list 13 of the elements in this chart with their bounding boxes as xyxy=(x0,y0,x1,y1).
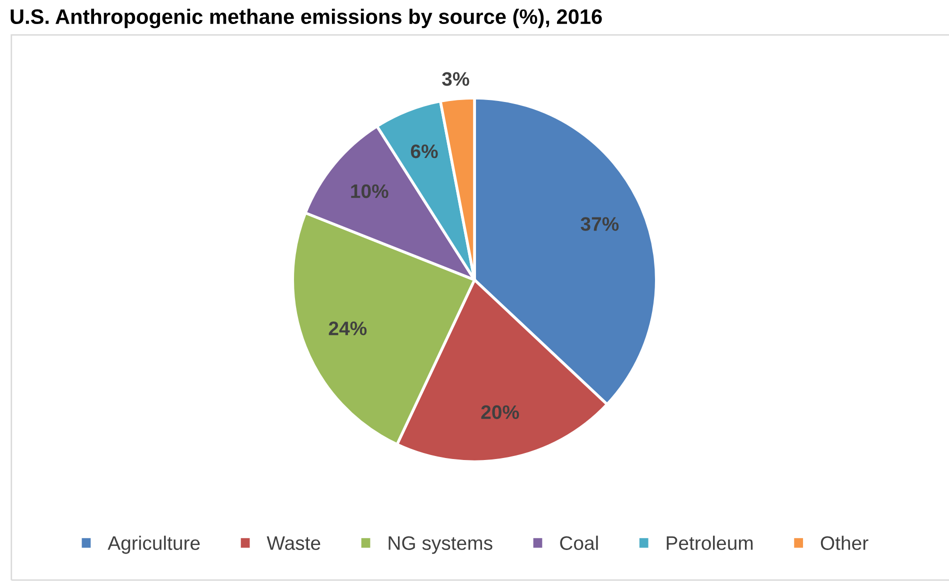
legend-label: Agriculture xyxy=(108,536,200,554)
legend-label: Coal xyxy=(560,536,598,550)
legend-label: Petroleum xyxy=(666,536,753,550)
legend-label: NG systems xyxy=(388,536,492,554)
legend-label: Waste xyxy=(266,536,320,550)
data-label: 37% xyxy=(580,217,619,231)
data-label: 20% xyxy=(481,405,520,420)
data-label: 10% xyxy=(351,184,388,198)
legend-label: Other xyxy=(820,536,868,550)
chart-title: U.S. Anthropogenic methane emissions by source (%), 2016 xyxy=(10,8,602,28)
data-label: 3% xyxy=(442,72,470,86)
data-label: 24% xyxy=(328,322,367,336)
data-label: 6% xyxy=(410,144,438,158)
